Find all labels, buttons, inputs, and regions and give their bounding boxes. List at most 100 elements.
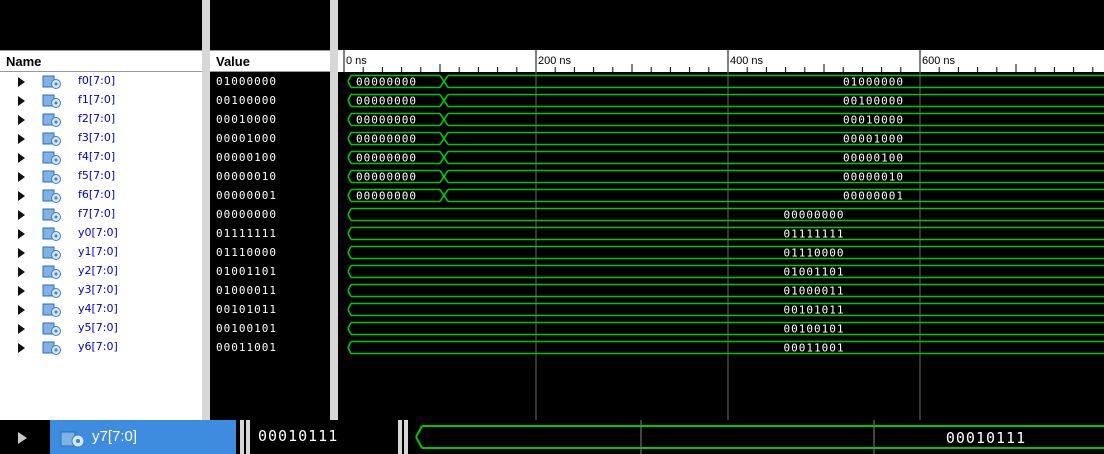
value-column-header[interactable]: Value	[210, 50, 330, 72]
bus-value-label: 00000000	[356, 114, 417, 127]
expand-arrow-icon[interactable]	[18, 172, 25, 182]
signal-wave[interactable]: 01110000	[347, 245, 1104, 260]
signal-name: y6[7:0]	[78, 340, 118, 353]
expand-arrow-icon[interactable]	[18, 191, 25, 201]
zoom-divider-2	[246, 420, 250, 454]
signal-row[interactable]: y4[7:0]	[0, 300, 202, 319]
name-header-label: Name	[6, 54, 42, 69]
signal-row[interactable]: y3[7:0]	[0, 281, 202, 300]
signal-name: f2[7:0]	[78, 112, 116, 125]
expand-arrow-icon[interactable]	[18, 286, 25, 296]
signal-row[interactable]: y2[7:0]	[0, 262, 202, 281]
signal-wave[interactable]: 01000011	[347, 283, 1104, 298]
value-wave-divider[interactable]	[330, 0, 338, 420]
signal-wave[interactable]: 00000000 00000010	[347, 169, 1104, 184]
selected-bus-value-label: 00010111	[946, 429, 1026, 447]
time-label: 0 ns	[346, 55, 367, 67]
signal-value: 01000011	[216, 284, 277, 297]
bus-value-label: 00000000	[356, 171, 417, 184]
signal-row[interactable]: f1[7:0]	[0, 91, 202, 110]
value-row: 00101011	[210, 300, 330, 319]
signal-name: y1[7:0]	[78, 245, 118, 258]
waveform-area[interactable]: 0 ns 200 ns 400 ns 600 ns 00000000 01000000 00…	[338, 0, 1104, 420]
bus-signal-icon	[42, 94, 61, 108]
signal-row[interactable]: f0[7:0]	[0, 72, 202, 91]
signal-row[interactable]: f7[7:0]	[0, 205, 202, 224]
signal-row[interactable]: y5[7:0]	[0, 319, 202, 338]
expand-arrow-icon[interactable]	[18, 248, 25, 258]
value-row: 00000100	[210, 148, 330, 167]
signal-wave[interactable]: 01111111	[347, 226, 1104, 241]
signal-value: 01111111	[216, 227, 277, 240]
signal-value: 01110000	[216, 246, 277, 259]
selected-signal-name: y7[7:0]	[92, 428, 138, 445]
signal-row[interactable]: f6[7:0]	[0, 186, 202, 205]
expand-arrow-icon[interactable]	[18, 153, 25, 163]
signal-name: y5[7:0]	[78, 321, 118, 334]
expand-arrow-icon[interactable]	[18, 229, 25, 239]
signal-value: 01000000	[216, 75, 277, 88]
expand-arrow-icon[interactable]	[18, 343, 25, 353]
signal-row[interactable]: f4[7:0]	[0, 148, 202, 167]
value-row: 01001101	[210, 262, 330, 281]
waveform-viewer: Name Value f0[7:0] f1[7:0] f2[7:0] f3[7:0] f…	[0, 0, 1104, 420]
signal-name: f5[7:0]	[78, 169, 116, 182]
bus-value-label: 00100101	[784, 323, 845, 336]
signal-name: y0[7:0]	[78, 226, 118, 239]
signal-row[interactable]: f5[7:0]	[0, 167, 202, 186]
bus-value-label: 00011001	[784, 342, 845, 355]
signal-wave[interactable]: 00000000 00000001	[347, 188, 1104, 203]
bus-value-label: 00000000	[356, 95, 417, 108]
signal-row[interactable]: y6[7:0]	[0, 338, 202, 357]
signal-wave[interactable]: 00000000 00000100	[347, 150, 1104, 165]
bus-signal-icon	[42, 265, 61, 279]
signal-row[interactable]: y0[7:0]	[0, 224, 202, 243]
selected-signal-wave[interactable]: 00010111	[408, 420, 1104, 454]
expand-arrow-icon[interactable]	[18, 305, 25, 315]
signal-row[interactable]: y1[7:0]	[0, 243, 202, 262]
bus-value-label: 00000000	[356, 190, 417, 203]
expand-arrow-icon[interactable]	[18, 432, 27, 444]
signal-wave[interactable]: 00000000	[347, 207, 1104, 222]
name-column-header[interactable]: Name	[0, 50, 202, 72]
expand-arrow-icon[interactable]	[18, 134, 25, 144]
bus-value-label: 01001101	[784, 266, 845, 279]
bus-value-label: 00000001	[843, 190, 904, 203]
bus-value-label: 00000000	[356, 76, 417, 89]
signal-name: f1[7:0]	[78, 93, 116, 106]
bus-value-label: 00000000	[784, 209, 845, 222]
expand-arrow-icon[interactable]	[18, 324, 25, 334]
expand-arrow-icon[interactable]	[18, 210, 25, 220]
signal-wave[interactable]: 01001101	[347, 264, 1104, 279]
signal-wave[interactable]: 00100101	[347, 321, 1104, 336]
signal-wave[interactable]: 00011001	[347, 340, 1104, 355]
signal-row[interactable]: f2[7:0]	[0, 110, 202, 129]
zoom-divider-3	[398, 420, 402, 454]
time-label: 600 ns	[922, 55, 956, 67]
bus-signal-icon	[42, 341, 61, 355]
signal-name-list: f0[7:0] f1[7:0] f2[7:0] f3[7:0] f4[7:0] f5[7:…	[0, 72, 202, 420]
signal-row[interactable]: f3[7:0]	[0, 129, 202, 148]
bus-value-label: 01111111	[784, 228, 845, 241]
signal-wave[interactable]: 00101011	[347, 302, 1104, 317]
expand-arrow-icon[interactable]	[18, 115, 25, 125]
bus-signal-icon	[42, 189, 61, 203]
value-row: 00010000	[210, 110, 330, 129]
expand-arrow-icon[interactable]	[18, 96, 25, 106]
time-label: 200 ns	[538, 55, 572, 67]
value-row: 00001000	[210, 129, 330, 148]
signal-wave[interactable]: 00000000 01000000	[347, 74, 1104, 89]
expand-arrow-icon[interactable]	[18, 77, 25, 87]
name-value-divider[interactable]	[202, 0, 210, 420]
signal-wave[interactable]: 00000000 00010000	[347, 112, 1104, 127]
signal-wave[interactable]: 00000000 00100000	[347, 93, 1104, 108]
signal-wave[interactable]: 00000000 00001000	[347, 131, 1104, 146]
signal-name: f3[7:0]	[78, 131, 116, 144]
signal-value-list: 01000000 00100000 00010000 00001000 00000100…	[210, 72, 330, 420]
selected-signal-value: 00010111	[258, 427, 339, 445]
value-row: 00000001	[210, 186, 330, 205]
signal-value: 00100000	[216, 94, 277, 107]
signal-value: 00001000	[216, 132, 277, 145]
expand-arrow-icon[interactable]	[18, 267, 25, 277]
